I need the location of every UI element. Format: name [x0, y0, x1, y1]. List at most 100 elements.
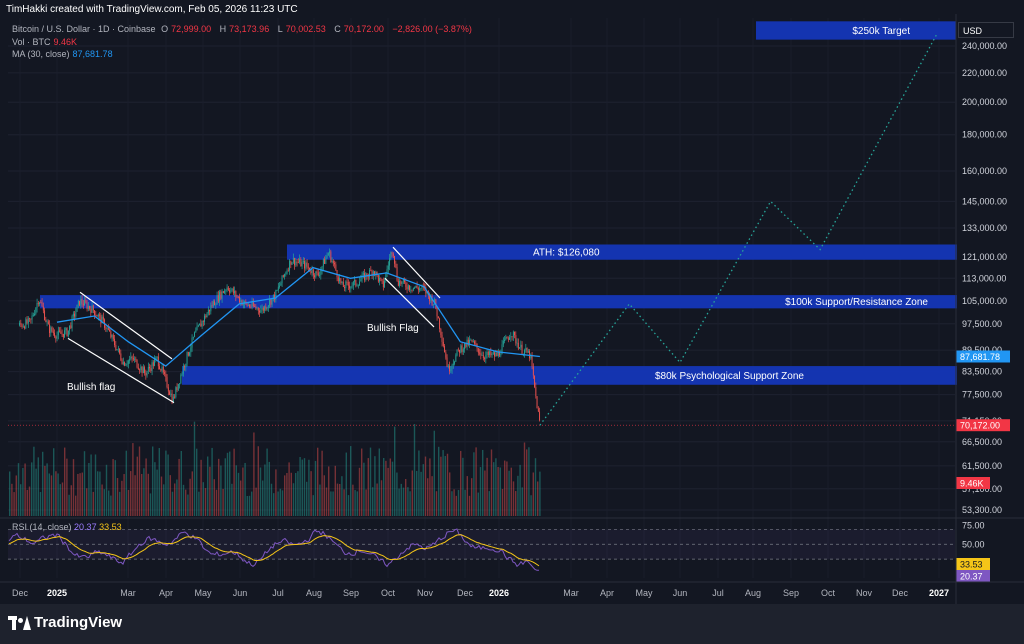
candle-body	[292, 258, 294, 263]
volume-bar	[292, 483, 295, 516]
candle-body	[529, 351, 531, 359]
candle-body	[539, 411, 541, 421]
candle-body	[464, 342, 466, 350]
candle-body	[371, 270, 373, 276]
x-tick-label: Sep	[343, 588, 359, 598]
volume-bar	[22, 467, 24, 516]
candle-body	[480, 353, 482, 356]
x-tick-label: Sep	[783, 588, 799, 598]
candle-body	[341, 281, 343, 283]
volume-bar	[400, 483, 402, 516]
candle-body	[499, 351, 501, 356]
volume-bar	[37, 457, 39, 516]
volume-bar	[75, 495, 77, 516]
candle-body	[217, 295, 219, 302]
price-change: −2,826.00 (−3.87%)	[392, 24, 472, 34]
candle-body	[74, 313, 76, 317]
candle-body	[180, 374, 182, 384]
candle-body	[134, 358, 136, 360]
volume-bar	[268, 461, 270, 516]
candle-body	[235, 291, 237, 297]
volume-bar	[376, 483, 378, 516]
volume-bar	[521, 487, 523, 516]
candle-body	[170, 393, 172, 395]
y-tick-label: 53,300.00	[962, 505, 1002, 515]
x-tick-label: May	[635, 588, 653, 598]
candle-body	[530, 354, 532, 359]
candle-body	[294, 258, 296, 266]
x-tick-label: 2025	[47, 588, 67, 598]
candle-body	[145, 372, 147, 376]
candle-body	[32, 315, 34, 316]
volume-bar	[416, 470, 418, 516]
candle-body	[509, 337, 511, 340]
candle-body	[285, 273, 287, 275]
volume-bar	[319, 484, 321, 516]
candle-body	[241, 300, 243, 306]
volume-bar	[407, 487, 409, 516]
candle-body	[366, 273, 368, 277]
y-tick-label: 145,000.00	[962, 196, 1007, 206]
price-zone	[287, 244, 957, 260]
candle-body	[321, 266, 323, 271]
volume-bar	[339, 483, 341, 516]
candle-body	[461, 345, 463, 352]
price-zone	[756, 21, 956, 40]
candle-body	[230, 290, 232, 293]
currency-selector[interactable]: USD	[958, 22, 1014, 38]
rsi-legend: RSI (14, close) 20.37 33.53	[12, 522, 122, 532]
candle-body	[204, 315, 206, 322]
candle-body	[111, 334, 113, 338]
volume-bar	[519, 464, 521, 516]
candle-body	[349, 285, 351, 289]
candle-body	[531, 354, 533, 367]
volume-bar	[515, 491, 517, 516]
volume-bar	[330, 491, 332, 516]
volume-bar	[405, 479, 407, 516]
candle-body	[381, 279, 383, 282]
candle-body	[367, 276, 369, 278]
volume-bar	[108, 490, 110, 516]
candle-body	[92, 305, 94, 311]
candle-body	[496, 352, 498, 356]
candle-body	[387, 265, 389, 270]
candle-body	[124, 362, 126, 366]
candle-body	[249, 305, 251, 307]
candle-body	[150, 368, 152, 372]
candle-body	[252, 301, 254, 307]
candle-body	[69, 325, 71, 331]
candle-body	[375, 271, 377, 276]
volume-bar	[336, 483, 339, 516]
candle-body	[52, 331, 54, 333]
volume-bar	[497, 467, 499, 516]
candle-body	[327, 253, 329, 256]
candle-body	[515, 335, 517, 344]
volume-bar	[163, 484, 165, 516]
candle-body	[61, 333, 63, 335]
candle-body	[280, 283, 282, 286]
candle-body	[397, 280, 399, 286]
volume-bar	[193, 421, 196, 516]
candle-body	[380, 277, 382, 280]
candle-body	[372, 271, 374, 276]
candle-body	[455, 355, 457, 362]
volume-bar	[154, 462, 156, 516]
price-chart[interactable]: 240,000.00 220,000.00 200,000.00 180,000.00…	[0, 0, 1024, 604]
volume-bar	[495, 458, 497, 516]
volume-bar	[372, 487, 374, 516]
candle-body	[359, 281, 361, 286]
candle-body	[27, 318, 29, 324]
candle-body	[95, 315, 97, 317]
candle-body	[399, 280, 401, 286]
candle-body	[296, 261, 298, 263]
candle-body	[169, 391, 171, 395]
tradingview-logo[interactable]: TradingView	[8, 614, 122, 631]
candle-body	[457, 349, 459, 351]
volume-bar	[218, 458, 220, 516]
candle-body	[176, 387, 178, 391]
volume-bar	[90, 454, 92, 516]
volume-bar	[431, 476, 433, 516]
volume-bar	[482, 449, 484, 516]
candle-body	[54, 332, 56, 337]
volume-bar	[303, 458, 306, 516]
